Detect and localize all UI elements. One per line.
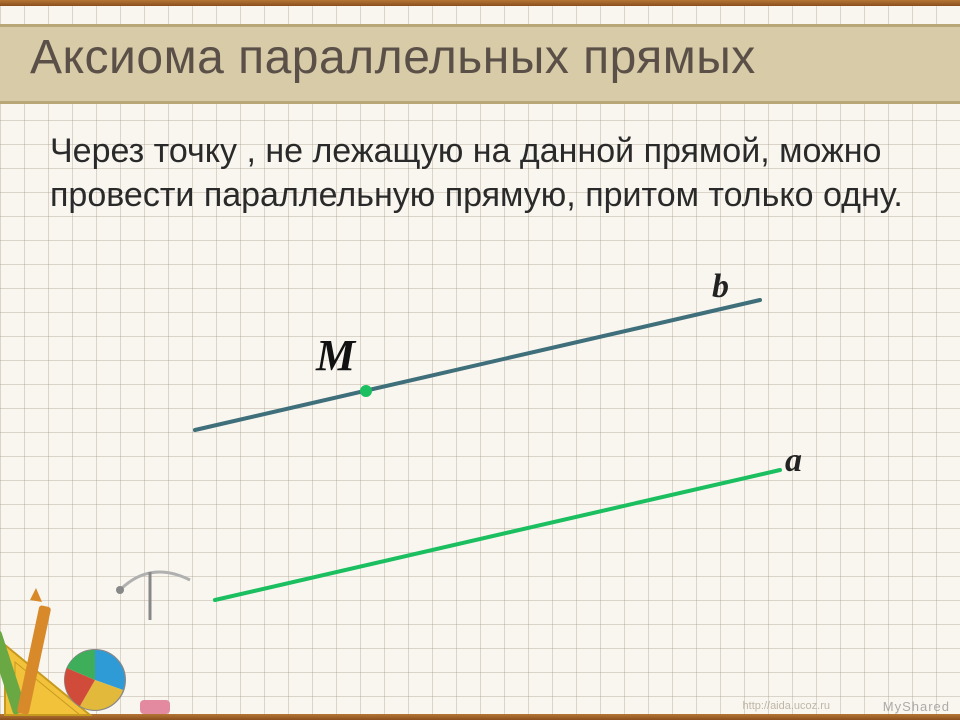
- top-edge: [0, 0, 960, 6]
- title-band-line-bottom: [0, 101, 960, 104]
- axiom-text: Через точку , не лежащую на данной прямо…: [50, 130, 920, 217]
- slide: Аксиома параллельных прямых Через точку …: [0, 0, 960, 720]
- attrib-text: http://aida.ucoz.ru: [743, 700, 830, 712]
- page-title: Аксиома параллельных прямых: [30, 30, 756, 85]
- title-band-line-top: [0, 24, 960, 27]
- label-b: b: [712, 268, 729, 306]
- corner-art-icon: [0, 550, 210, 720]
- label-m: M: [316, 330, 355, 381]
- watermark-text: MyShared: [883, 699, 950, 714]
- label-a: a: [785, 442, 802, 480]
